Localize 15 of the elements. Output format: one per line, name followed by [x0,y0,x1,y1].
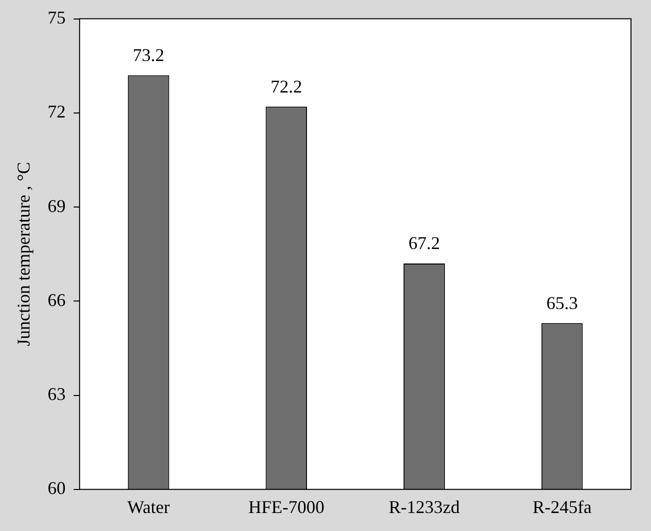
y-tick-label: 66 [48,290,66,310]
x-tick-label: HFE-7000 [248,496,324,517]
y-tick-label: 63 [48,384,66,404]
y-tick-label: 72 [48,102,66,122]
y-axis-title: Junction temperature , °C [14,162,34,346]
y-tick-label: 60 [48,478,66,498]
x-tick-label: R-1233zd [388,496,460,517]
x-tick-label: Water [127,496,170,517]
y-tick-label: 69 [48,196,66,216]
x-tick-label: R-245fa [532,496,592,517]
data-label: 73.2 [132,45,164,66]
data-label: 67.2 [408,233,440,254]
data-label: 72.2 [270,76,302,96]
data-label: 65.3 [546,292,578,313]
y-tick-label: 75 [48,8,66,28]
